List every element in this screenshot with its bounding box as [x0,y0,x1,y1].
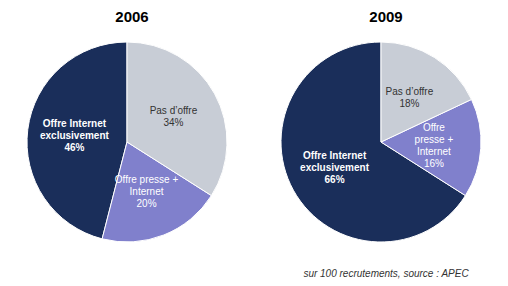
svg-text:Offre: Offre [423,122,445,133]
svg-text:34%: 34% [163,117,183,128]
svg-text:exclusivement: exclusivement [300,162,370,173]
svg-text:18%: 18% [399,98,419,109]
svg-text:Offre Internet: Offre Internet [43,118,107,129]
svg-text:16%: 16% [424,158,444,169]
svg-text:Internet: Internet [417,146,451,157]
svg-text:Offre presse +: Offre presse + [115,174,179,185]
svg-text:presse +: presse + [415,134,454,145]
svg-text:66%: 66% [325,174,345,185]
svg-text:2009: 2009 [369,8,402,25]
svg-text:Offre Internet: Offre Internet [303,150,367,161]
svg-text:20%: 20% [137,198,157,209]
svg-text:46%: 46% [64,142,84,153]
svg-text:Pas d’offre: Pas d’offre [150,105,198,116]
svg-text:Internet: Internet [130,186,164,197]
svg-text:sur 100 recrutements, source :: sur 100 recrutements, source : APEC [303,268,469,279]
svg-text:Pas d’offre: Pas d’offre [386,86,434,97]
svg-text:exclusivement: exclusivement [40,130,110,141]
svg-text:2006: 2006 [115,8,148,25]
